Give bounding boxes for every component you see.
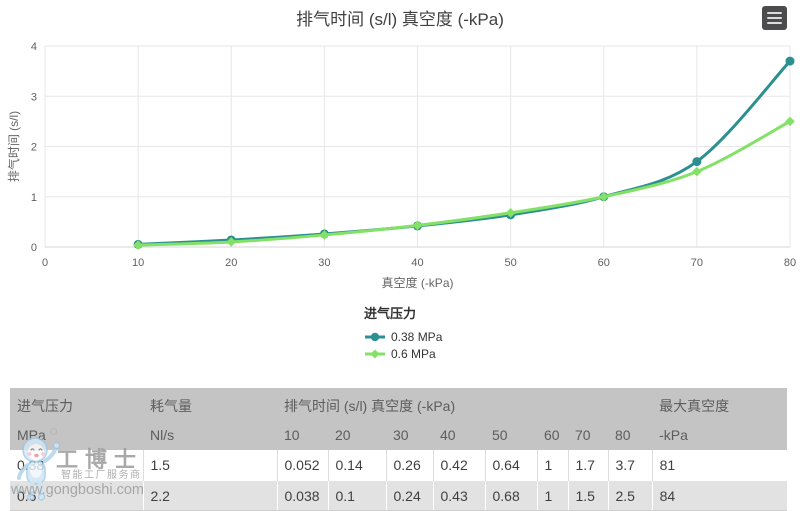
cell: 81 bbox=[651, 450, 788, 481]
plot-area: 0 10 20 30 40 50 60 70 80 0 1 2 3 4 bbox=[31, 41, 796, 269]
chart-context-menu-button[interactable] bbox=[762, 6, 787, 30]
unit-30: 30 bbox=[386, 420, 433, 450]
svg-text:80: 80 bbox=[784, 257, 796, 269]
cell: 0.42 bbox=[432, 450, 485, 481]
legend-item[interactable]: 0.38 MPa bbox=[364, 328, 442, 345]
legend-item-label: 0.6 MPa bbox=[391, 346, 436, 361]
svg-text:70: 70 bbox=[691, 257, 703, 269]
unit-20: 20 bbox=[328, 420, 386, 450]
column-header-inlet-pressure: 进气压力 bbox=[10, 388, 143, 420]
cell: 3.7 bbox=[607, 450, 653, 481]
svg-text:20: 20 bbox=[225, 257, 237, 269]
svg-text:0: 0 bbox=[42, 257, 48, 269]
cell: 0.24 bbox=[385, 480, 433, 511]
unit-70: 70 bbox=[568, 420, 608, 450]
legend: 进气压力 0.38 MPa 0.6 MPa bbox=[364, 303, 442, 362]
spec-table: 进气压力 耗气量 排气时间 (s/l) 真空度 (-kPa) 最大真空度 MPa… bbox=[10, 388, 788, 511]
legend-title: 进气压力 bbox=[364, 306, 417, 321]
svg-text:50: 50 bbox=[505, 257, 517, 269]
legend-item-label: 0.38 MPa bbox=[391, 329, 443, 344]
svg-text:4: 4 bbox=[31, 41, 37, 53]
svg-text:30: 30 bbox=[318, 257, 330, 269]
table-group-header-row: 进气压力 耗气量 排气时间 (s/l) 真空度 (-kPa) 最大真空度 bbox=[10, 388, 788, 420]
svg-text:1: 1 bbox=[31, 192, 37, 204]
cell: 0.038 bbox=[276, 480, 328, 511]
x-axis-title: 真空度 (-kPa) bbox=[381, 276, 454, 290]
cell: 2.2 bbox=[142, 480, 277, 511]
y-axis-title: 排气时间 (s/l) bbox=[7, 110, 22, 183]
unit-mpa: MPa bbox=[10, 420, 143, 450]
svg-text:10: 10 bbox=[132, 257, 144, 269]
unit-kpa: -kPa bbox=[652, 420, 788, 450]
cell: 0.6 bbox=[10, 480, 143, 511]
cell: 0.1 bbox=[327, 480, 386, 511]
cell: 0.26 bbox=[385, 450, 433, 481]
cell: 0.38 bbox=[10, 450, 143, 481]
cell: 0.14 bbox=[327, 450, 386, 481]
svg-text:60: 60 bbox=[598, 257, 610, 269]
unit-80: 80 bbox=[608, 420, 653, 450]
column-header-air-consumption: 耗气量 bbox=[143, 388, 277, 420]
legend-marker-icon bbox=[365, 332, 385, 341]
column-header-evacuation-time: 排气时间 (s/l) 真空度 (-kPa) bbox=[277, 388, 653, 420]
legend-marker-icon bbox=[365, 349, 385, 358]
cell: 1.5 bbox=[142, 450, 277, 481]
legend-item[interactable]: 0.6 MPa bbox=[364, 345, 442, 362]
unit-50: 50 bbox=[485, 420, 537, 450]
chart-title: 排气时间 (s/l) 真空度 (-kPa) bbox=[296, 10, 504, 29]
unit-60: 60 bbox=[537, 420, 568, 450]
cell: 1 bbox=[536, 450, 568, 481]
table-row: 0.6 2.2 0.038 0.1 0.24 0.43 0.68 1 1.5 2… bbox=[10, 480, 788, 511]
column-header-max-vacuum: 最大真空度 bbox=[652, 388, 788, 420]
cell: 0.43 bbox=[432, 480, 485, 511]
cell: 0.64 bbox=[484, 450, 537, 481]
svg-text:2: 2 bbox=[31, 142, 37, 154]
unit-10: 10 bbox=[277, 420, 328, 450]
cell: 1.5 bbox=[567, 480, 608, 511]
cell: 84 bbox=[651, 480, 788, 511]
svg-text:3: 3 bbox=[31, 91, 37, 103]
cell: 0.68 bbox=[484, 480, 537, 511]
unit-nls: Nl/s bbox=[143, 420, 277, 450]
cell: 2.5 bbox=[607, 480, 653, 511]
table-unit-row: MPa Nl/s 10 20 30 40 50 60 70 80 -kPa bbox=[10, 420, 788, 450]
cell: 1 bbox=[536, 480, 568, 511]
cell: 0.052 bbox=[276, 450, 328, 481]
table-row: 0.38 1.5 0.052 0.14 0.26 0.42 0.64 1 1.7… bbox=[10, 450, 788, 481]
cell: 1.7 bbox=[567, 450, 608, 481]
unit-40: 40 bbox=[433, 420, 485, 450]
svg-text:40: 40 bbox=[411, 257, 423, 269]
svg-text:0: 0 bbox=[31, 242, 37, 254]
